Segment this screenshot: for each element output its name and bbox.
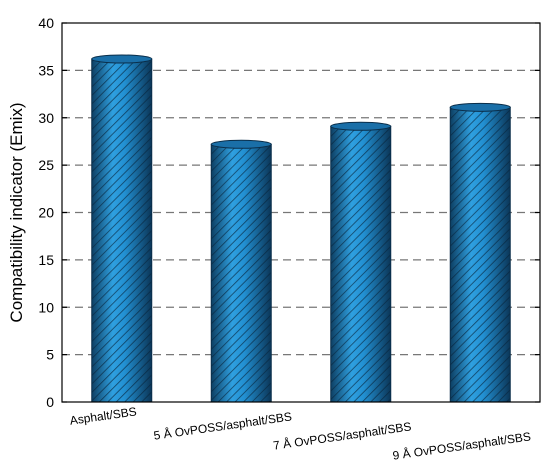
y-tick-label: 10	[38, 299, 54, 315]
bar-cap	[330, 121, 392, 131]
y-tick-label: 5	[46, 347, 54, 363]
y-tick-label: 25	[38, 157, 54, 173]
y-axis-title: Compatibility indicator (Emix)	[7, 102, 26, 322]
bar	[91, 54, 153, 403]
bar	[210, 139, 272, 403]
bar-cap	[91, 54, 153, 64]
x-category-label: 9 Å OvPOSS/asphalt/SBS	[392, 428, 532, 462]
bar-cap	[449, 102, 511, 112]
y-tick-label: 0	[46, 394, 54, 410]
y-tick-label: 15	[38, 252, 54, 268]
bar-hatch	[450, 107, 511, 402]
x-category-label: 7 Å OvPOSS/asphalt/SBS	[272, 418, 412, 452]
y-tick-label: 20	[38, 205, 54, 221]
x-category-label: Asphalt/SBS	[69, 404, 138, 427]
y-tick-label: 35	[38, 62, 54, 78]
y-ticks: 0 5 10 15 20 25 30 35 40	[38, 15, 540, 410]
bar-hatch	[211, 144, 272, 402]
bar-hatch	[330, 126, 391, 402]
bars	[91, 54, 511, 403]
bar	[330, 121, 392, 403]
y-tick-label: 40	[38, 15, 54, 31]
bar	[449, 102, 511, 403]
y-tick-label: 30	[38, 110, 54, 126]
bar-hatch	[91, 59, 152, 402]
bar-cap	[210, 139, 272, 149]
x-category-label: 5 Å OvPOSS/asphalt/SBS	[153, 408, 293, 442]
